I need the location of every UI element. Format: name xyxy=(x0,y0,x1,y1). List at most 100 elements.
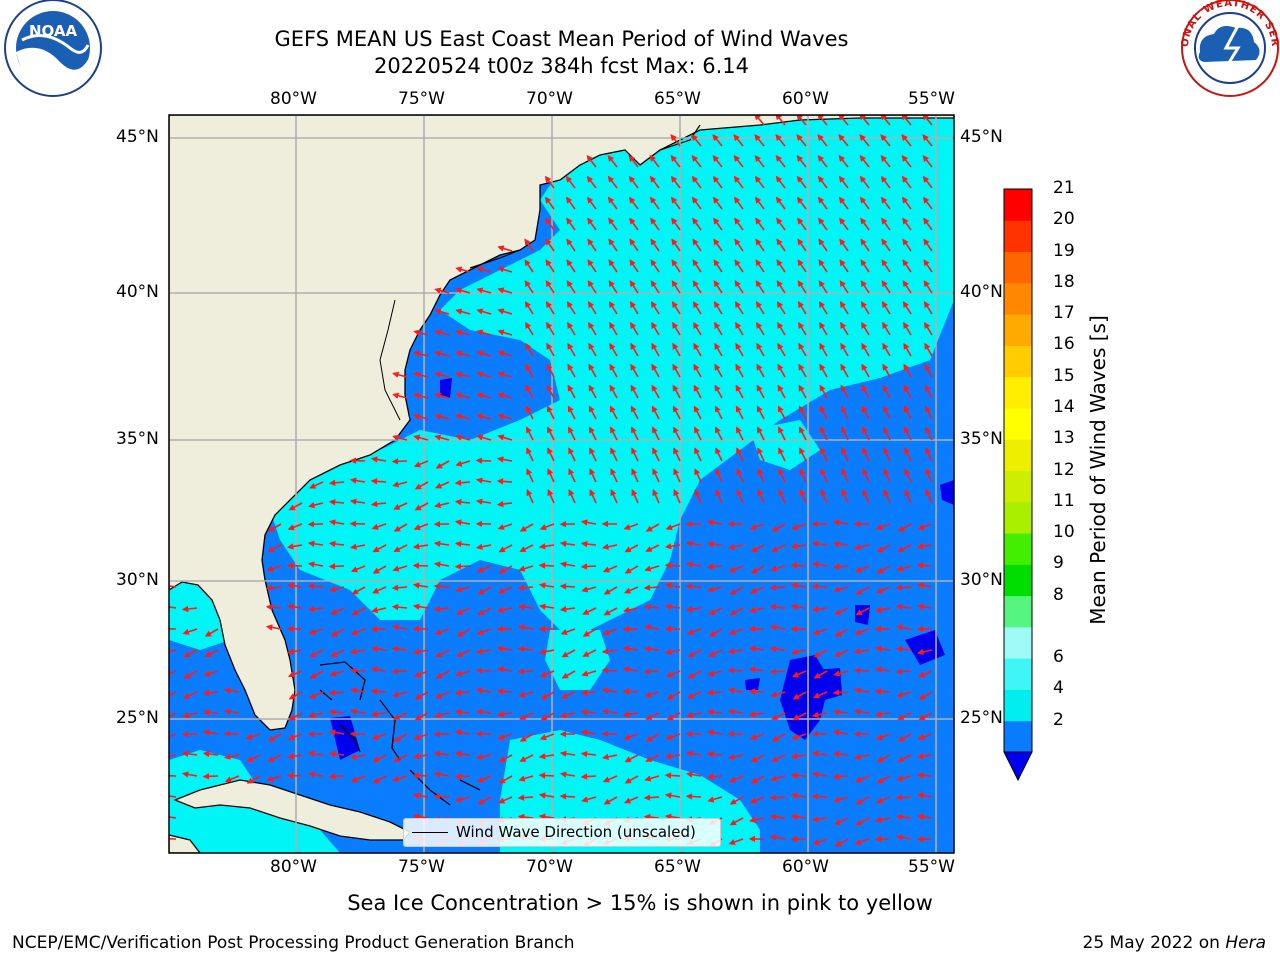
wave-direction-arrow xyxy=(916,562,933,569)
wave-direction-arrow xyxy=(714,342,723,357)
wave-direction-arrow xyxy=(902,259,912,273)
lon-tick-top: 75°W xyxy=(398,89,445,109)
colorbar-segment xyxy=(1004,220,1032,253)
wave-direction-arrow xyxy=(670,196,681,210)
wave-direction-arrow xyxy=(587,259,597,273)
wave-direction-arrow xyxy=(567,321,576,336)
wave-direction-arrow xyxy=(734,259,744,273)
wave-direction-arrow xyxy=(755,238,765,252)
wave-direction-arrow xyxy=(518,565,534,572)
wave-direction-arrow xyxy=(603,607,618,616)
lon-tick-top: 80°W xyxy=(270,89,317,109)
wave-direction-arrow xyxy=(496,666,513,673)
wave-direction-arrow xyxy=(308,711,324,719)
wave-direction-arrow xyxy=(672,342,681,357)
wave-direction-arrow xyxy=(568,447,576,462)
wave-direction-arrow xyxy=(649,175,660,189)
wave-direction-arrow xyxy=(897,754,912,762)
wave-direction-arrow xyxy=(862,489,870,504)
wave-direction-arrow xyxy=(223,708,240,715)
wave-direction-arrow xyxy=(691,196,702,210)
wave-direction-arrow xyxy=(434,308,450,315)
wave-direction-arrow xyxy=(602,543,618,550)
wave-direction-arrow xyxy=(736,468,744,483)
wave-direction-arrow xyxy=(581,796,597,803)
wave-direction-arrow xyxy=(476,266,492,273)
wave-direction-arrow xyxy=(587,280,597,294)
wave-direction-arrow xyxy=(790,562,807,569)
wave-direction-arrow xyxy=(525,363,534,378)
wave-direction-arrow xyxy=(650,259,660,273)
wave-direction-arrow xyxy=(834,838,849,847)
wave-direction-arrow xyxy=(832,708,849,716)
wave-direction-arrow xyxy=(609,342,618,357)
wave-direction-arrow xyxy=(749,796,765,804)
wave-direction-arrow xyxy=(748,645,765,652)
wave-direction-arrow xyxy=(790,772,807,779)
wave-direction-arrow xyxy=(749,523,765,530)
wave-direction-arrow xyxy=(433,561,450,568)
wave-direction-arrow xyxy=(169,691,177,700)
wave-direction-arrow xyxy=(903,384,912,399)
map-frame xyxy=(168,114,955,854)
wave-direction-arrow xyxy=(664,562,681,569)
wave-direction-arrow xyxy=(854,543,870,551)
wave-direction-arrow xyxy=(834,628,849,637)
wind-wave-direction-arrows xyxy=(169,115,933,847)
wave-direction-arrow xyxy=(838,154,849,168)
wave-direction-arrow xyxy=(757,468,765,483)
wave-direction-arrow xyxy=(643,645,660,653)
wave-direction-arrow xyxy=(855,796,870,805)
wave-direction-arrow xyxy=(204,628,219,637)
wave-direction-arrow xyxy=(812,691,828,699)
wave-direction-arrow xyxy=(602,775,618,783)
wave-direction-arrow xyxy=(328,479,345,487)
wave-direction-arrow xyxy=(796,115,807,126)
wave-direction-arrow xyxy=(685,583,702,590)
wave-direction-arrow xyxy=(624,544,639,553)
wave-direction-arrow xyxy=(526,489,534,504)
wave-direction-arrow xyxy=(832,519,849,526)
wave-direction-arrow xyxy=(547,489,555,504)
wave-direction-arrow xyxy=(875,796,891,804)
wave-direction-arrow xyxy=(393,523,408,532)
wave-direction-arrow xyxy=(434,287,450,294)
wave-direction-arrow xyxy=(834,649,849,657)
wave-direction-arrow xyxy=(923,217,933,231)
wave-direction-arrow xyxy=(651,342,660,357)
wave-direction-arrow xyxy=(706,729,723,736)
wave-direction-arrow xyxy=(631,447,639,462)
wave-direction-arrow xyxy=(567,384,576,399)
wave-direction-arrow xyxy=(434,392,450,399)
wave-direction-arrow xyxy=(895,834,912,841)
wave-direction-arrow xyxy=(413,434,429,441)
wave-direction-arrow xyxy=(330,628,345,637)
wave-direction-arrow xyxy=(524,280,534,294)
wave-direction-arrow xyxy=(286,582,303,589)
wave-direction-arrow xyxy=(246,754,261,763)
wave-direction-arrow xyxy=(454,729,471,736)
wave-direction-arrow xyxy=(601,687,618,694)
wave-direction-arrow xyxy=(861,321,870,336)
wave-direction-arrow xyxy=(749,733,765,741)
wave-direction-arrow xyxy=(608,217,618,231)
wave-direction-arrow xyxy=(413,733,429,741)
wave-direction-arrow xyxy=(713,259,723,273)
wave-direction-arrow xyxy=(545,301,555,315)
footer-host: Hera xyxy=(1225,933,1266,953)
wave-direction-arrow xyxy=(916,543,933,550)
wave-direction-arrow xyxy=(769,584,786,591)
wave-direction-arrow xyxy=(714,426,723,441)
wave-direction-arrow xyxy=(902,280,912,294)
wave-direction-arrow xyxy=(841,447,849,462)
wave-direction-arrow xyxy=(610,489,618,504)
wave-direction-arrow xyxy=(287,670,303,678)
wave-direction-arrow xyxy=(733,154,744,168)
wave-direction-arrow xyxy=(546,384,555,399)
wave-direction-arrow xyxy=(671,217,681,231)
wave-direction-arrow xyxy=(350,543,366,550)
wave-direction-arrow xyxy=(880,115,891,126)
wave-direction-arrow xyxy=(693,321,702,336)
wave-direction-arrow xyxy=(734,238,744,252)
wave-direction-arrow xyxy=(610,447,618,462)
